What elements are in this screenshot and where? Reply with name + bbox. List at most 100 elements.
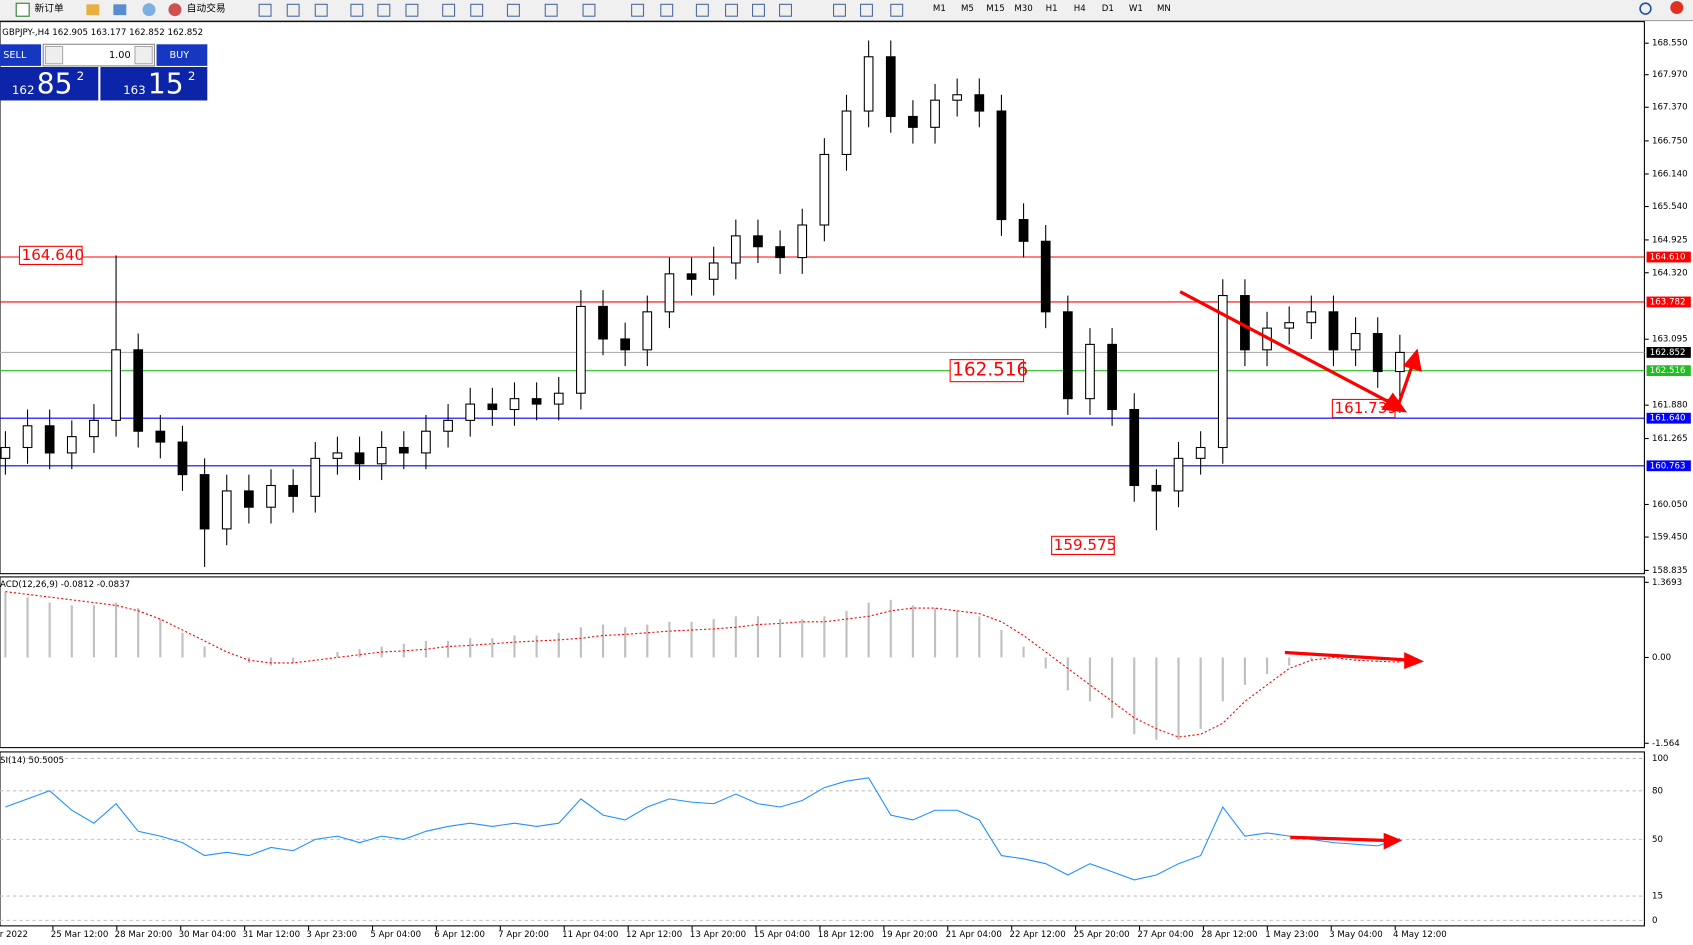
candle-body [1372, 332, 1383, 373]
toolbar-icon[interactable] [544, 3, 558, 17]
y-tick-label: 1.3693 [1652, 578, 1682, 588]
toolbar-icon[interactable] [833, 3, 846, 17]
lot-down[interactable] [44, 45, 64, 65]
toolbar-icon[interactable] [725, 3, 738, 17]
toolbar-icon[interactable] [350, 3, 364, 17]
timeframe-button[interactable]: M15 [986, 4, 1004, 14]
timeframe-button[interactable]: H1 [1046, 4, 1058, 14]
y-tick-label: 163.095 [1652, 335, 1688, 345]
candle-body [1306, 311, 1317, 324]
price-annotation: 164.640 [22, 246, 84, 264]
x-tick-label: 13 Apr 20:00 [690, 930, 746, 940]
candle-body [797, 224, 808, 259]
x-tick-label: 28 Apr 12:00 [1201, 930, 1257, 940]
lot-up[interactable] [134, 45, 153, 65]
x-tick-label: 1 May 23:00 [1265, 930, 1319, 940]
x-tick-label: 15 Apr 04:00 [754, 930, 810, 940]
toolbar-icon[interactable] [405, 3, 419, 17]
toolbar-icon[interactable] [142, 3, 156, 17]
lot-input[interactable] [42, 43, 155, 67]
notification-badge[interactable] [1670, 1, 1684, 15]
candle-body [133, 349, 144, 432]
toolbar-icon[interactable] [859, 3, 873, 17]
one-click-trading-panel: SELL 1.00 BUY 162 85 2 163 15 2 [0, 43, 208, 101]
toolbar-icon[interactable] [86, 4, 100, 16]
x-tick-label: 21 Apr 04:00 [946, 930, 1002, 940]
new-order-icon[interactable] [15, 2, 30, 17]
price-annotation: 159.575 [1054, 536, 1116, 554]
candle-body [177, 441, 188, 476]
candle-body [576, 305, 586, 394]
toolbar-icon[interactable] [752, 3, 765, 17]
level-label: 163.782 [1650, 297, 1686, 307]
arrow [1395, 364, 1414, 409]
timeframe-button[interactable]: D1 [1102, 4, 1114, 14]
toolbar-icon[interactable] [442, 3, 456, 17]
sell-price-box[interactable] [0, 66, 99, 101]
candle-body [1062, 311, 1073, 400]
toolbar-icon[interactable] [631, 3, 645, 17]
toolbar-icon[interactable] [695, 3, 709, 17]
price-annotation-box [1051, 535, 1115, 556]
candle-body [996, 110, 1007, 221]
price-annotation-box [18, 245, 83, 266]
toolbar-icon[interactable] [470, 3, 484, 17]
y-tick-label: 164.320 [1652, 268, 1688, 278]
toolbar-icon[interactable] [258, 3, 272, 17]
x-tick-label: 3 May 04:00 [1329, 930, 1383, 940]
arrow [1290, 835, 1388, 843]
x-tick-label: 28 Mar 20:00 [115, 930, 173, 940]
toolbar-icon[interactable] [314, 3, 328, 17]
candle-body [553, 392, 564, 405]
buy-label: BUY [170, 50, 190, 61]
candle-body [1018, 219, 1029, 242]
toolbar-icon[interactable] [660, 3, 674, 17]
candle-body [1040, 240, 1051, 313]
toolbar-icon[interactable] [286, 3, 300, 17]
toolbar-icon[interactable] [779, 3, 792, 17]
toolbar-icon[interactable] [377, 3, 391, 17]
candle-body [1195, 446, 1206, 459]
level-label-box [1646, 412, 1691, 424]
candle-body [730, 235, 741, 264]
auto-trading-icon[interactable] [168, 3, 182, 17]
toolbar-icon[interactable] [890, 3, 904, 17]
toolbar-icons [258, 3, 904, 17]
timeframe-button[interactable]: W1 [1129, 4, 1143, 14]
candle-body [443, 419, 453, 432]
y-tick-label: 165.540 [1652, 202, 1688, 212]
new-order-button[interactable]: 新订单 [35, 2, 64, 15]
search-icon[interactable] [1639, 2, 1652, 15]
x-tick-label: 31 Mar 12:00 [243, 930, 301, 940]
candle-body [686, 273, 697, 280]
level-label-box [1646, 365, 1691, 377]
timeframe-button[interactable]: MN [1157, 4, 1171, 14]
candle-body [22, 425, 33, 449]
candle-body [0, 446, 11, 459]
candle-body [1173, 457, 1184, 492]
candle-body [354, 452, 365, 465]
buy-price-box[interactable] [100, 66, 208, 101]
auto-trading-button[interactable]: 自动交易 [187, 2, 226, 15]
y-tick-label: 161.880 [1652, 401, 1688, 411]
candle-body [908, 115, 918, 128]
y-tick-label: 166.750 [1652, 136, 1688, 146]
x-tick-label: Mar 2022 [0, 930, 28, 940]
main-chart: 168.550 167.970 167.370 166.750 166.140 165.5… [0, 39, 1691, 576]
candle-body [531, 398, 542, 405]
y-tick-label: 161.265 [1652, 434, 1688, 444]
timeframe-button[interactable]: M1 [933, 4, 946, 14]
timeframe-button[interactable]: H4 [1074, 4, 1086, 14]
candle-body [509, 398, 520, 411]
sell-label: SELL [3, 50, 27, 61]
toolbar-icon[interactable] [113, 4, 127, 16]
timeframe-button[interactable]: M5 [961, 4, 974, 14]
toolbar-icon[interactable] [506, 3, 520, 17]
buy-button[interactable] [156, 44, 208, 66]
candle-body [1107, 343, 1117, 411]
sell-button[interactable] [0, 44, 42, 66]
candle-body [1328, 311, 1339, 351]
x-tick-label: 22 Apr 12:00 [1010, 930, 1066, 940]
timeframe-button[interactable]: M30 [1014, 4, 1032, 14]
toolbar-icon[interactable] [582, 3, 596, 17]
